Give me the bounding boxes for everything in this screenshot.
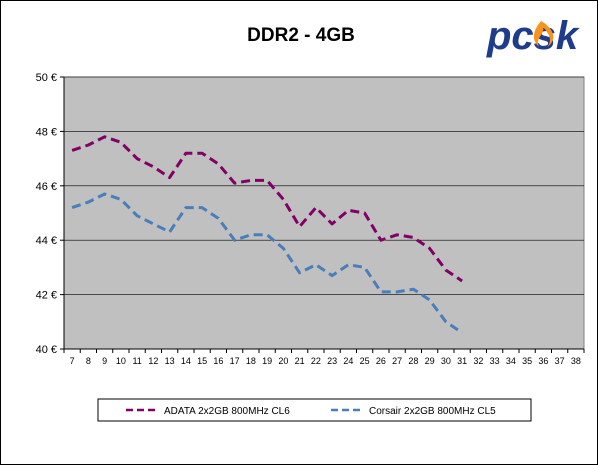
x-tick-label: 33 — [490, 356, 500, 366]
x-tick-label: 29 — [425, 356, 435, 366]
x-tick-label: 30 — [441, 356, 451, 366]
legend-label-corsair: Corsair 2x2GB 800MHz CL5 — [369, 406, 496, 417]
x-tick-label: 19 — [262, 356, 272, 366]
pcsk-logo: pcsk — [486, 14, 580, 58]
plot-area — [63, 76, 585, 350]
chart-title: DDR2 - 4GB — [247, 25, 355, 46]
grid-lines — [64, 76, 584, 295]
x-tick-label: 7 — [70, 356, 75, 366]
x-tick-label: 10 — [116, 356, 126, 366]
x-tick-label: 24 — [343, 356, 353, 366]
x-tick-label: 27 — [392, 356, 402, 366]
x-tick-label: 31 — [457, 356, 467, 366]
logo-wordmark: pcsk — [486, 14, 580, 58]
legend-label-adata: ADATA 2x2GB 800MHz CL6 — [164, 406, 290, 417]
x-tick-label: 38 — [571, 356, 581, 366]
x-tick-label: 17 — [230, 356, 240, 366]
x-tick-label: 35 — [522, 356, 532, 366]
y-tick-label: 46 € — [36, 181, 57, 193]
x-tick-label: 23 — [327, 356, 337, 366]
x-tick-label: 18 — [246, 356, 256, 366]
x-tick-label: 14 — [181, 356, 191, 366]
series-line-corsair — [71, 192, 463, 334]
x-tick-label: 32 — [473, 356, 483, 366]
x-tick-label: 13 — [165, 356, 175, 366]
x-tick-label: 36 — [538, 356, 548, 366]
x-tick-label: 12 — [148, 356, 158, 366]
x-tick-label: 21 — [295, 356, 305, 366]
x-tick-label: 28 — [408, 356, 418, 366]
y-tick-label: 42 € — [36, 290, 57, 302]
legend: ADATA 2x2GB 800MHz CL6 Corsair 2x2GB 800… — [97, 398, 532, 422]
x-tick-label: 20 — [278, 356, 288, 366]
x-tick-label: 22 — [311, 356, 321, 366]
series-line-adata — [71, 135, 463, 283]
x-tick-label: 9 — [102, 356, 107, 366]
y-tick-label: 44 € — [36, 235, 57, 247]
legend-box — [97, 398, 532, 422]
x-tick-label: 34 — [506, 356, 516, 366]
y-tick-label: 50 € — [36, 72, 57, 84]
y-tick-label: 48 € — [36, 126, 57, 138]
x-axis-ticks: 7 8 9 10 11 12 13 14 15 16 17 18 19 20 21 22 23 24 25 26 27 2… — [63, 348, 585, 366]
x-tick-label: 16 — [213, 356, 223, 366]
x-tick-label: 8 — [86, 356, 91, 366]
series-lines — [71, 135, 463, 334]
y-axis-ticks: 40 € 42 € 44 € 46 € 48 € 50 € — [36, 72, 65, 356]
x-tick-label: 15 — [197, 356, 207, 366]
x-tick-label: 26 — [376, 356, 386, 366]
y-tick-label: 40 € — [36, 344, 57, 356]
x-tick-label: 37 — [555, 356, 565, 366]
flame-icon — [533, 21, 554, 47]
x-tick-label: 11 — [132, 356, 141, 366]
x-tick-label: 25 — [360, 356, 370, 366]
